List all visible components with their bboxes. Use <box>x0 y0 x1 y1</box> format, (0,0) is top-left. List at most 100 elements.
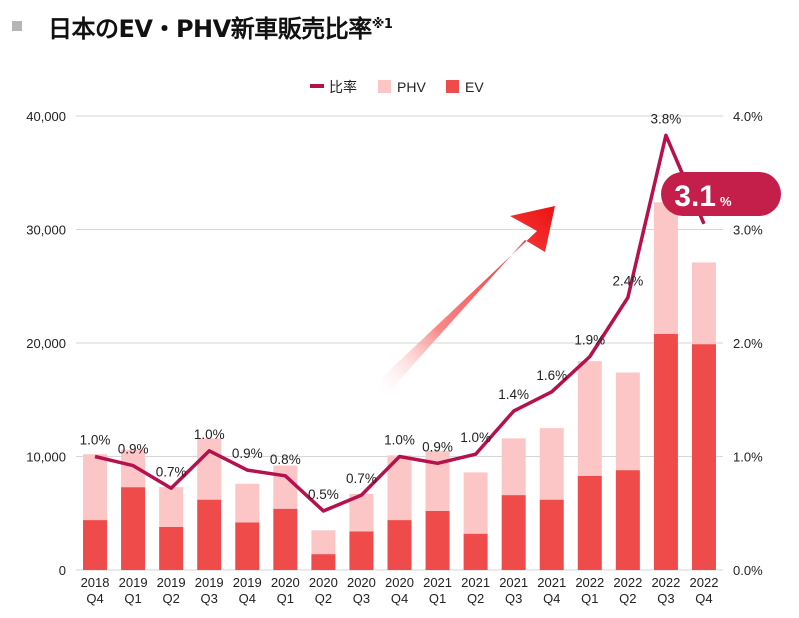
x-tick-year: 2018 <box>81 575 110 590</box>
x-tick-quarter: Q4 <box>239 591 256 606</box>
x-tick-quarter: Q4 <box>391 591 408 606</box>
ratio-data-label: 3.8% <box>651 111 682 126</box>
legend-box-marker <box>378 80 391 93</box>
title-note: ※1 <box>371 16 393 32</box>
bar-phv <box>539 428 564 500</box>
bar-phv <box>159 487 184 527</box>
ratio-data-label: 0.9% <box>422 439 453 454</box>
x-tick-quarter: Q3 <box>353 591 370 606</box>
x-tick-year: 2021 <box>461 575 490 590</box>
bar-phv <box>653 202 678 334</box>
x-tick-year: 2021 <box>499 575 528 590</box>
x-tick-year: 2019 <box>195 575 224 590</box>
bar-ev <box>615 470 640 570</box>
y-left-tick-label: 40,000 <box>26 109 66 124</box>
ratio-data-label: 0.5% <box>308 487 339 502</box>
legend-box-marker <box>446 80 459 93</box>
bar-phv <box>501 438 526 496</box>
bar-ev <box>653 333 678 570</box>
x-tick-year: 2019 <box>119 575 148 590</box>
bar-ev <box>425 510 450 570</box>
bar-phv <box>83 454 108 521</box>
y-left-tick-label: 20,000 <box>26 336 66 351</box>
ratio-data-label: 1.0% <box>194 427 225 442</box>
y-right-tick-label: 1.0% <box>733 450 763 465</box>
ratio-data-label: 1.6% <box>536 368 567 383</box>
title-bullet-icon <box>12 21 22 31</box>
x-tick-year: 2022 <box>613 575 642 590</box>
ratio-data-label: 0.7% <box>156 464 187 479</box>
bar-ev <box>691 344 716 570</box>
y-left-tick-label: 10,000 <box>26 450 66 465</box>
bar-ev <box>273 508 298 570</box>
x-tick-year: 2020 <box>347 575 376 590</box>
ratio-data-label: 0.7% <box>346 471 377 486</box>
bar-ev <box>349 531 374 570</box>
bar-ev <box>311 554 336 570</box>
bar-ev <box>197 499 222 570</box>
ratio-data-label: 1.0% <box>384 433 415 448</box>
ratio-data-label: 0.9% <box>232 446 263 461</box>
x-tick-quarter: Q2 <box>619 591 636 606</box>
x-tick-quarter: Q3 <box>505 591 522 606</box>
legend-label: EV <box>465 79 484 95</box>
legend-line-marker <box>310 84 324 88</box>
x-tick-year: 2021 <box>423 575 452 590</box>
bar-phv <box>311 530 336 555</box>
x-tick-year: 2020 <box>385 575 414 590</box>
ratio-data-label: 1.0% <box>460 430 491 445</box>
x-tick-quarter: Q4 <box>86 591 103 606</box>
legend-label: 比率 <box>329 79 357 95</box>
x-tick-year: 2022 <box>690 575 719 590</box>
x-tick-quarter: Q2 <box>467 591 484 606</box>
bar-phv <box>197 438 222 500</box>
bar-ev <box>235 522 260 570</box>
y-right-tick-label: 0.0% <box>733 563 763 578</box>
x-tick-year: 2022 <box>575 575 604 590</box>
bar-phv <box>235 483 260 523</box>
bar-phv <box>121 449 146 488</box>
bar-ev <box>577 475 602 570</box>
bar-phv <box>615 372 640 471</box>
bar-ev <box>159 526 184 570</box>
y-left-tick-label: 0 <box>59 563 66 578</box>
x-tick-quarter: Q1 <box>429 591 446 606</box>
bar-phv <box>273 465 298 509</box>
ratio-data-label: 1.9% <box>574 333 605 348</box>
x-tick-year: 2019 <box>233 575 262 590</box>
ratio-data-label: 2.4% <box>612 274 643 289</box>
x-tick-year: 2022 <box>651 575 680 590</box>
ratio-data-label: 0.9% <box>118 442 149 457</box>
x-tick-quarter: Q1 <box>277 591 294 606</box>
bar-ev <box>83 520 108 570</box>
bar-ev <box>463 533 488 570</box>
legend-label: PHV <box>397 79 426 95</box>
ratio-data-label: 1.0% <box>80 433 111 448</box>
x-tick-quarter: Q2 <box>315 591 332 606</box>
x-tick-quarter: Q3 <box>657 591 674 606</box>
y-right-tick-label: 4.0% <box>733 109 763 124</box>
x-tick-quarter: Q2 <box>162 591 179 606</box>
callout-value: 3.1 <box>674 180 716 213</box>
x-tick-quarter: Q1 <box>124 591 141 606</box>
bar-ev <box>501 495 526 570</box>
callout-badge <box>661 172 781 216</box>
bar-ev <box>539 499 564 570</box>
y-right-tick-label: 2.0% <box>733 336 763 351</box>
bar-ev <box>387 520 412 570</box>
x-tick-year: 2019 <box>157 575 186 590</box>
callout-unit: % <box>720 194 732 209</box>
x-tick-quarter: Q4 <box>543 591 560 606</box>
page-title: 日本のEV・PHV新車販売比率※1 <box>48 14 393 43</box>
bar-phv <box>463 472 488 534</box>
x-tick-quarter: Q1 <box>581 591 598 606</box>
title-bar: 日本のEV・PHV新車販売比率※1 <box>12 6 393 46</box>
y-left-tick-label: 30,000 <box>26 223 66 238</box>
bar-ev <box>121 487 146 570</box>
x-tick-quarter: Q3 <box>201 591 218 606</box>
x-tick-quarter: Q4 <box>695 591 712 606</box>
ratio-data-label: 1.4% <box>498 387 529 402</box>
x-tick-year: 2020 <box>309 575 338 590</box>
bar-phv <box>577 361 602 476</box>
